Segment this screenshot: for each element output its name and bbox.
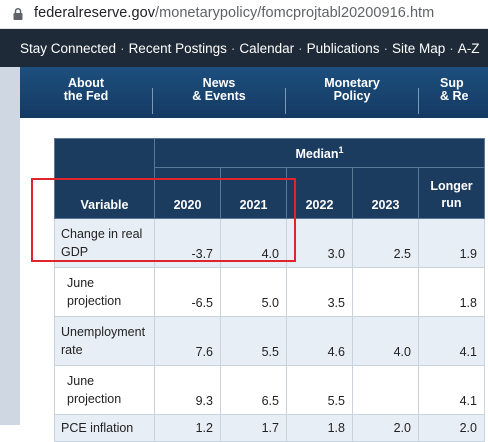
cell-2022: 5.5 <box>286 365 353 415</box>
cell-2021: 4.0 <box>220 218 287 268</box>
row-label-line1: Change in real <box>61 227 143 241</box>
link-recent-postings[interactable]: Recent Postings <box>128 41 227 56</box>
separator: · <box>120 41 125 56</box>
row-label: Unemployment rate <box>54 316 155 366</box>
cell-2023: 2.5 <box>352 218 419 268</box>
header-2022: 2022 <box>286 167 353 219</box>
header-2020: 2020 <box>154 167 221 219</box>
nav-label-line1: Monetary <box>324 76 380 90</box>
nav-label-line1: News <box>202 76 236 90</box>
nav-label-line2: & Re <box>440 89 469 103</box>
row-label: PCE inflation <box>54 414 155 442</box>
cell-2020: -6.5 <box>154 267 221 317</box>
table-row: Unemployment rate 7.6 5.5 4.6 4.0 4.1 <box>54 316 485 366</box>
table-row: PCE inflation 1.2 1.7 1.8 2.0 2.0 <box>54 414 485 442</box>
page-side-margin <box>0 67 20 425</box>
cell-2022: 3.0 <box>286 218 353 268</box>
cell-2023: 4.0 <box>352 316 419 366</box>
row-label-line2: projection <box>67 392 122 406</box>
cell-longer-run: 2.0 <box>418 414 485 442</box>
cell-longer-run: 4.1 <box>418 316 485 366</box>
row-label-line1: June <box>67 276 95 290</box>
row-label: June projection <box>54 365 155 415</box>
header-longer-run: Longer run <box>418 167 485 219</box>
row-label: Change in real GDP <box>54 218 155 268</box>
nav-label-line1: Sup <box>440 76 464 90</box>
row-label-line2: rate <box>61 343 83 357</box>
nav-label-line2: the Fed <box>63 89 109 103</box>
row-label: June projection <box>54 267 155 317</box>
cell-2023 <box>352 267 419 317</box>
longer-run-line1: Longer <box>430 179 473 193</box>
nav-monetary-policy[interactable]: Monetary Policy <box>286 77 418 103</box>
nav-divider <box>285 88 286 114</box>
nav-label-line2: Policy <box>333 89 371 103</box>
url-text[interactable]: federalreserve.gov/monetarypolicy/fomcpr… <box>34 5 434 21</box>
url-domain: federalreserve.gov <box>34 5 155 21</box>
cell-2020: 1.2 <box>154 414 221 442</box>
nav-label-line2: & Events <box>192 89 246 103</box>
link-publications[interactable]: Publications <box>306 41 380 56</box>
table-row: June projection -6.5 5.0 3.5 1.8 <box>54 267 485 317</box>
row-label-line1: June <box>67 374 95 388</box>
cell-2021: 5.5 <box>220 316 287 366</box>
row-label-line1: PCE inflation <box>61 421 134 435</box>
header-2023: 2023 <box>352 167 419 219</box>
nav-label-line1: About <box>67 76 105 90</box>
cell-2020: 7.6 <box>154 316 221 366</box>
row-label-line1: Unemployment <box>61 325 146 339</box>
separator: · <box>298 41 303 56</box>
cell-2022: 4.6 <box>286 316 353 366</box>
link-site-map[interactable]: Site Map <box>391 41 446 56</box>
lock-icon[interactable] <box>11 7 25 21</box>
cell-2020: 9.3 <box>154 365 221 415</box>
table-row: June projection 9.3 6.5 5.5 4.1 <box>54 365 485 415</box>
nav-news-events[interactable]: News & Events <box>153 77 285 103</box>
link-a-z[interactable]: A-Z <box>457 41 480 56</box>
longer-run-line2: run <box>441 196 462 210</box>
cell-2022: 3.5 <box>286 267 353 317</box>
median-header: Median1 <box>154 138 485 168</box>
url-path: /monetarypolicy/fomcprojtabl20200916.htm <box>155 5 435 21</box>
address-bar[interactable]: federalreserve.gov/monetarypolicy/fomcpr… <box>0 0 488 29</box>
main-nav: About the Fed News & Events Monetary Pol… <box>20 67 488 118</box>
table-row: Change in real GDP -3.7 4.0 3.0 2.5 1.9 <box>54 218 485 268</box>
row-label-line2: GDP <box>61 245 89 259</box>
cell-longer-run: 1.8 <box>418 267 485 317</box>
cell-2020: -3.7 <box>154 218 221 268</box>
cell-2023: 2.0 <box>352 414 419 442</box>
median-label: Median <box>295 147 339 162</box>
cell-2023 <box>352 365 419 415</box>
cell-longer-run: 1.9 <box>418 218 485 268</box>
row-label-line2: projection <box>67 294 122 308</box>
header-2021: 2021 <box>220 167 287 219</box>
cell-longer-run: 4.1 <box>418 365 485 415</box>
nav-about-the-fed[interactable]: About the Fed <box>20 77 152 103</box>
footnote-link[interactable]: 1 <box>338 144 344 155</box>
cell-2022: 1.8 <box>286 414 353 442</box>
cell-2021: 6.5 <box>220 365 287 415</box>
cell-2021: 5.0 <box>220 267 287 317</box>
utility-links: Stay Connected · Recent Postings · Calendar ·… <box>20 41 480 56</box>
separator: · <box>383 41 388 56</box>
link-stay-connected[interactable]: Stay Connected <box>20 41 117 56</box>
separator: · <box>230 41 236 56</box>
nav-supervision-regulation[interactable]: Sup & Re <box>440 77 488 103</box>
nav-divider <box>152 88 153 114</box>
projections-table: Variable Median1 2020 2021 2022 2023 Lon… <box>54 138 485 442</box>
utility-bar: Stay Connected · Recent Postings · Calendar ·… <box>0 29 488 67</box>
cell-2021: 1.7 <box>220 414 287 442</box>
variable-header: Variable <box>54 138 155 219</box>
nav-divider <box>418 88 419 114</box>
link-calendar[interactable]: Calendar <box>239 41 295 56</box>
separator: · <box>449 41 454 56</box>
